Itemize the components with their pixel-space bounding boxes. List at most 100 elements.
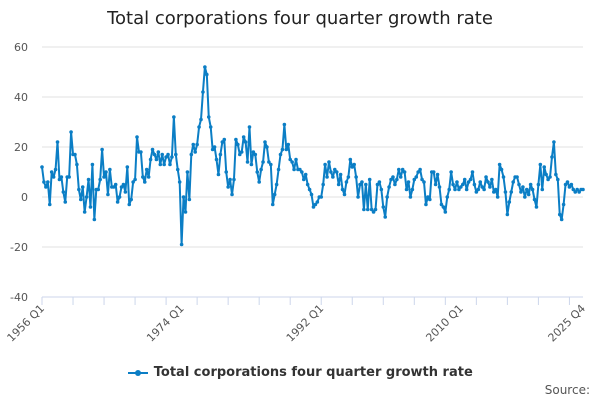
data-point xyxy=(515,175,519,179)
data-point xyxy=(73,152,77,157)
data-point xyxy=(53,167,58,172)
data-point xyxy=(422,180,426,184)
data-point xyxy=(59,175,64,179)
data-point xyxy=(187,197,192,202)
data-point xyxy=(210,147,215,152)
data-point xyxy=(280,147,285,152)
data-point xyxy=(189,152,194,157)
data-point xyxy=(158,162,163,167)
data-point xyxy=(488,185,492,189)
data-point xyxy=(115,200,120,204)
data-point xyxy=(243,140,248,144)
data-point xyxy=(319,195,324,199)
data-point xyxy=(482,187,486,192)
data-point xyxy=(321,182,325,187)
data-point xyxy=(472,182,477,187)
data-point xyxy=(218,152,223,157)
data-point xyxy=(284,147,289,152)
data-point xyxy=(447,187,452,192)
data-point xyxy=(119,185,124,189)
y-tick-label: 40 xyxy=(14,91,28,104)
data-point xyxy=(168,162,172,167)
data-point xyxy=(49,170,54,174)
data-point xyxy=(166,152,170,157)
legend[interactable]: Total corporations four quarter growth r… xyxy=(0,365,600,380)
data-point xyxy=(261,160,265,164)
data-point xyxy=(82,210,87,214)
data-point xyxy=(501,175,506,179)
data-point xyxy=(443,210,448,214)
x-tick-label: 1974 Q1 xyxy=(144,302,187,345)
data-point xyxy=(379,187,384,192)
data-point xyxy=(257,180,261,184)
data-point xyxy=(272,192,277,197)
data-point xyxy=(389,177,393,182)
data-point xyxy=(236,142,240,147)
data-point xyxy=(532,197,537,202)
data-point xyxy=(561,202,566,207)
x-tick-label: 2010 Q1 xyxy=(423,302,466,345)
data-point xyxy=(332,167,337,172)
data-point xyxy=(267,160,271,164)
data-point xyxy=(555,177,560,182)
data-point xyxy=(307,187,312,192)
data-point xyxy=(230,192,234,197)
data-point xyxy=(581,187,585,192)
data-point xyxy=(563,182,568,187)
data-point xyxy=(173,152,178,157)
x-tick-label: 2025 Q4 xyxy=(546,302,589,345)
data-point xyxy=(503,190,508,194)
data-point xyxy=(154,157,159,162)
data-point xyxy=(241,135,246,139)
data-point xyxy=(69,130,73,134)
data-point xyxy=(75,162,79,167)
data-point xyxy=(117,195,122,199)
data-point xyxy=(495,195,500,199)
data-point xyxy=(565,180,570,184)
data-point xyxy=(164,155,168,159)
data-point xyxy=(573,190,578,194)
data-point xyxy=(408,195,413,199)
data-point xyxy=(220,140,225,144)
data-point xyxy=(507,200,512,204)
data-point xyxy=(499,167,504,172)
data-point xyxy=(152,152,157,157)
data-point xyxy=(298,167,302,172)
data-point xyxy=(476,187,481,192)
data-point xyxy=(142,180,147,184)
data-point xyxy=(67,175,71,179)
data-point xyxy=(428,197,432,202)
data-point xyxy=(364,182,368,187)
data-point xyxy=(437,185,442,189)
data-point xyxy=(47,202,52,207)
data-point xyxy=(216,172,221,177)
data-point xyxy=(492,190,496,194)
data-point xyxy=(102,175,106,179)
data-point xyxy=(86,177,91,182)
data-point xyxy=(416,170,420,174)
data-point xyxy=(393,182,397,187)
data-point xyxy=(406,180,411,184)
data-point xyxy=(358,182,362,187)
data-point xyxy=(567,185,572,189)
data-point xyxy=(441,205,446,209)
data-point xyxy=(253,152,258,157)
data-point xyxy=(418,167,422,172)
data-point xyxy=(478,180,483,184)
data-point xyxy=(259,167,263,172)
data-point xyxy=(160,152,165,157)
y-tick-label: 20 xyxy=(14,141,28,154)
data-point xyxy=(226,185,230,189)
data-point xyxy=(530,187,535,192)
data-point xyxy=(133,177,137,182)
data-point xyxy=(548,175,552,179)
data-point xyxy=(577,190,581,194)
data-point xyxy=(46,180,50,184)
data-point xyxy=(550,155,554,159)
data-point xyxy=(460,182,465,187)
data-point xyxy=(383,215,388,219)
data-point xyxy=(301,177,306,182)
data-point xyxy=(431,170,436,174)
data-point xyxy=(179,242,184,247)
data-point xyxy=(519,190,523,194)
